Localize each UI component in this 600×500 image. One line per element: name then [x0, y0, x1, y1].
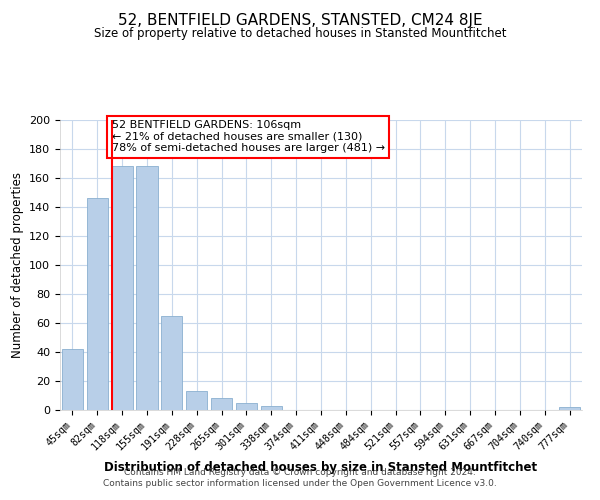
Text: 52, BENTFIELD GARDENS, STANSTED, CM24 8JE: 52, BENTFIELD GARDENS, STANSTED, CM24 8J… — [118, 12, 482, 28]
Bar — [161, 316, 182, 410]
Text: 52 BENTFIELD GARDENS: 106sqm
← 21% of detached houses are smaller (130)
78% of s: 52 BENTFIELD GARDENS: 106sqm ← 21% of de… — [112, 120, 385, 153]
Bar — [87, 198, 108, 410]
Bar — [62, 349, 83, 410]
Y-axis label: Number of detached properties: Number of detached properties — [11, 172, 23, 358]
Text: Contains HM Land Registry data © Crown copyright and database right 2024.
Contai: Contains HM Land Registry data © Crown c… — [103, 468, 497, 487]
Bar — [211, 398, 232, 410]
Bar — [261, 406, 282, 410]
Bar — [112, 166, 133, 410]
Bar — [136, 166, 158, 410]
Bar — [186, 391, 207, 410]
Text: Size of property relative to detached houses in Stansted Mountfitchet: Size of property relative to detached ho… — [94, 28, 506, 40]
Bar — [559, 407, 580, 410]
X-axis label: Distribution of detached houses by size in Stansted Mountfitchet: Distribution of detached houses by size … — [104, 460, 538, 473]
Bar — [236, 403, 257, 410]
